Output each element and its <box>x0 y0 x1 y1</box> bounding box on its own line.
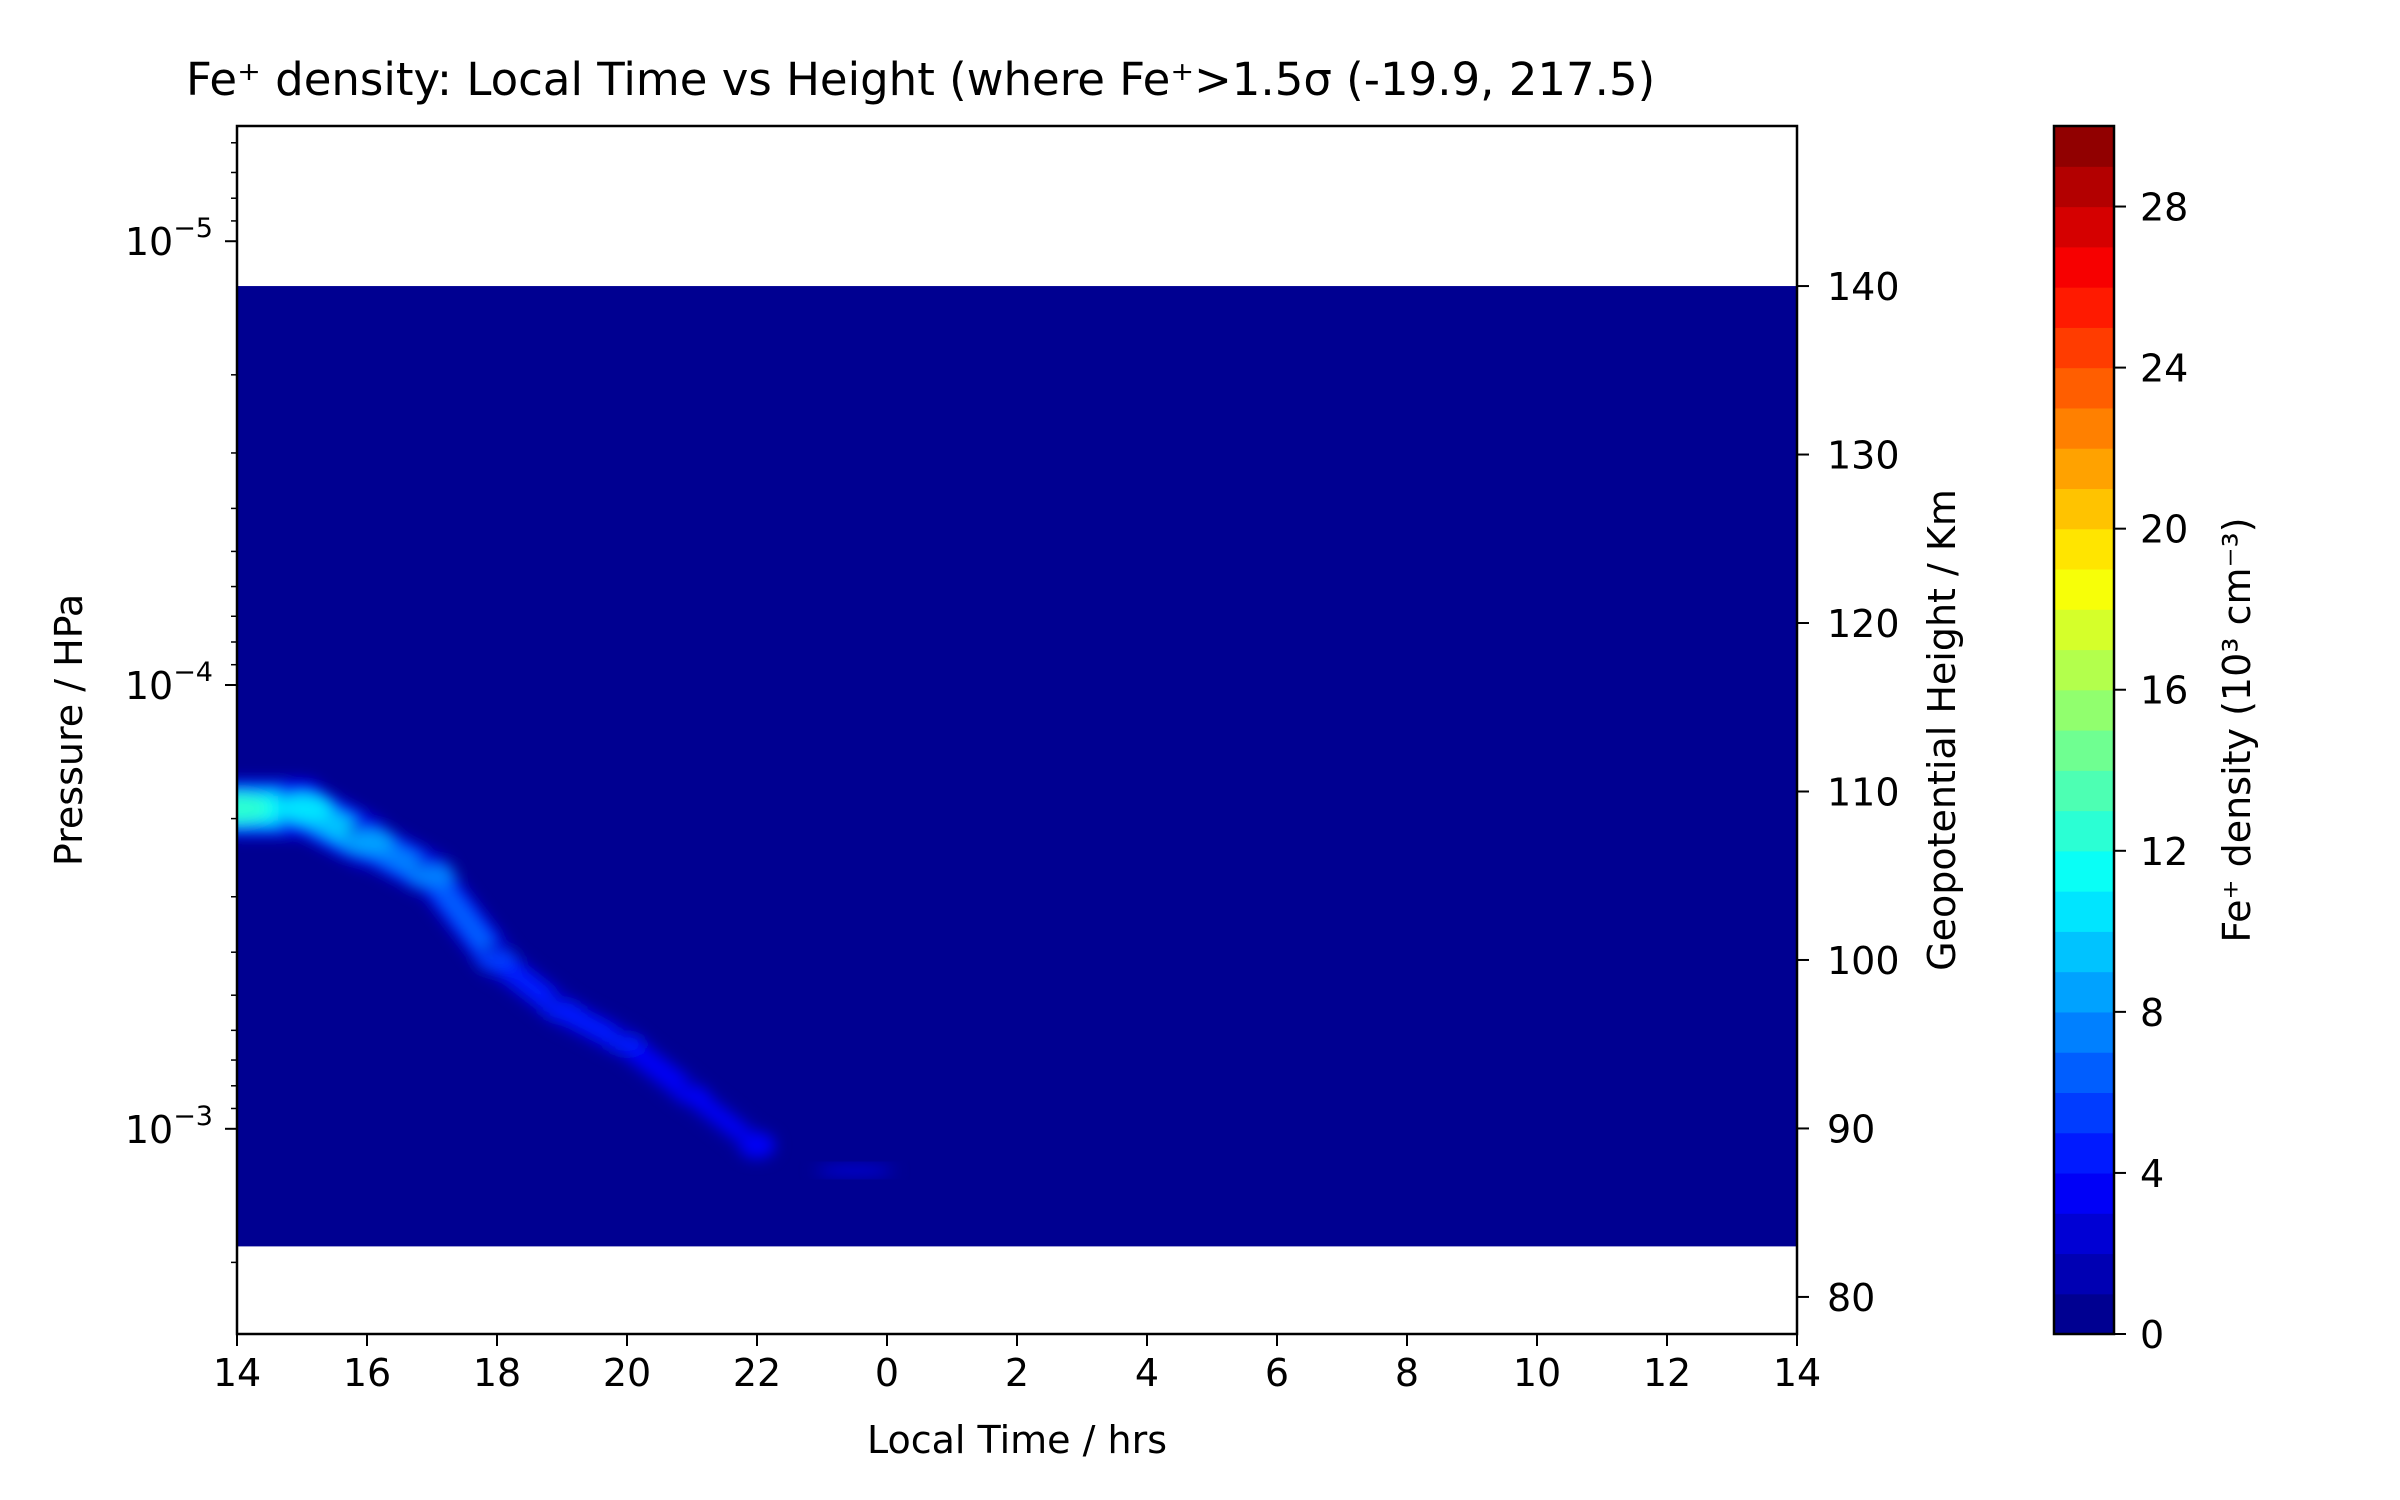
y-right-tick-label: 120 <box>1827 602 1900 646</box>
colorbar-tick-label: 0 <box>2140 1313 2164 1357</box>
x-tick-label: 0 <box>875 1351 899 1395</box>
x-tick-label: 6 <box>1265 1351 1289 1395</box>
colorbar-level <box>2054 850 2114 892</box>
layer-core <box>477 951 517 969</box>
y-right-axis-ticks: 80 90 100 110 120 130 140 <box>1797 265 1900 1320</box>
density-field <box>237 286 1797 1247</box>
colorbar-level <box>2054 568 2114 610</box>
colorbar-level <box>2054 488 2114 530</box>
y-right-axis-label: Geopotential Height / Km <box>1920 489 1964 971</box>
colorbar-level <box>2054 1052 2114 1093</box>
layer-core <box>341 830 393 854</box>
x-tick-label: 20 <box>603 1351 651 1395</box>
x-tick-label: 22 <box>733 1351 781 1395</box>
colorbar-level <box>2054 1293 2114 1335</box>
y-left-tick-label: 10−3 <box>125 1101 213 1152</box>
tick-base: 10 <box>125 1108 173 1152</box>
colorbar-tick-label: 8 <box>2140 991 2164 1035</box>
x-tick-label: 16 <box>343 1351 391 1395</box>
x-tick-label: 14 <box>213 1351 261 1395</box>
colorbar-level <box>2054 689 2114 731</box>
layer-core <box>408 865 456 886</box>
y-left-axis-label: Pressure / HPa <box>47 594 91 866</box>
feature-main-Fe+-layer <box>237 779 777 1160</box>
colorbar-level <box>2054 649 2114 691</box>
tick-exponent: −5 <box>173 213 213 244</box>
layer-core <box>237 793 269 824</box>
colorbar-level <box>2054 166 2114 208</box>
x-tick-label: 12 <box>1643 1351 1691 1395</box>
layer-core <box>740 1138 774 1152</box>
y-right-tick-label: 80 <box>1827 1276 1875 1320</box>
colorbar-level <box>2054 1213 2114 1255</box>
colorbar-level <box>2054 206 2114 248</box>
y-left-tick-label: 10−5 <box>125 213 213 264</box>
chart-title: Fe⁺ density: Local Time vs Height (where… <box>186 53 1655 106</box>
colorbar-level <box>2054 528 2114 570</box>
colorbar-label: Fe⁺ density (10³ cm⁻³) <box>2215 517 2259 942</box>
colorbar-level <box>2054 971 2114 1013</box>
x-tick-label: 8 <box>1395 1351 1419 1395</box>
colorbar-level <box>2054 1253 2114 1295</box>
layer-core <box>273 795 331 822</box>
colorbar-level <box>2054 730 2114 771</box>
colorbar-level <box>2054 1172 2114 1214</box>
colorbar-tick-label: 4 <box>2140 1152 2164 1196</box>
x-axis-label: Local Time / hrs <box>867 1418 1167 1462</box>
y-left-axis-ticks: 10−510−410−3 <box>125 142 237 1264</box>
y-right-tick-label: 140 <box>1827 265 1900 309</box>
colorbar-level <box>2054 1011 2114 1053</box>
colorbar-level <box>2054 407 2114 449</box>
y-left-tick-label: 10−4 <box>125 657 213 708</box>
colorbar-tick-label: 16 <box>2140 669 2188 713</box>
x-tick-label: 2 <box>1005 1351 1029 1395</box>
x-tick-label: 14 <box>1773 1351 1821 1395</box>
y-right-tick-label: 110 <box>1827 770 1900 814</box>
colorbar-level <box>2054 931 2114 973</box>
y-right-tick-label: 130 <box>1827 434 1900 478</box>
x-tick-label: 10 <box>1513 1351 1561 1395</box>
colorbar-level <box>2054 810 2114 852</box>
colorbar-level <box>2054 287 2114 328</box>
colorbar-tick-label: 20 <box>2140 508 2188 552</box>
colorbar-level <box>2054 1132 2114 1174</box>
colorbar-level <box>2054 770 2114 812</box>
layer-core <box>608 1036 646 1052</box>
tick-base: 10 <box>125 664 173 708</box>
colorbar-ticks: 0 4 8 12 16 20 24 28 <box>2114 186 2188 1357</box>
colorbar-tick-label: 28 <box>2140 186 2188 230</box>
tick-base: 10 <box>125 220 173 264</box>
tick-exponent: −4 <box>173 657 213 688</box>
colorbar-level <box>2054 609 2114 651</box>
y-right-tick-label: 100 <box>1827 939 1900 983</box>
colorbar <box>2054 126 2114 1335</box>
colorbar-tick-label: 24 <box>2140 347 2188 391</box>
layer-core <box>542 1002 582 1019</box>
colorbar-level <box>2054 367 2114 409</box>
colorbar-level <box>2054 246 2114 288</box>
colorbar-tick-label: 12 <box>2140 830 2188 874</box>
field-background <box>237 286 1797 1247</box>
colorbar-level <box>2054 448 2114 489</box>
layer-segment <box>423 867 506 969</box>
colorbar-level <box>2054 891 2114 932</box>
colorbar-level <box>2054 1092 2114 1134</box>
tick-exponent: −3 <box>173 1101 213 1132</box>
x-tick-label: 18 <box>473 1351 521 1395</box>
y-right-tick-label: 90 <box>1827 1107 1875 1151</box>
layer-core <box>828 1167 881 1174</box>
x-axis-ticks: 14 16 18 20 22 0 2 4 6 8 10 12 14 <box>213 1334 1821 1395</box>
colorbar-frame <box>2052 124 2116 1336</box>
feature-faint-patch <box>812 1164 897 1177</box>
x-tick-label: 4 <box>1135 1351 1159 1395</box>
layer-core <box>674 1087 710 1102</box>
colorbar-level <box>2054 126 2114 167</box>
colorbar-level <box>2054 327 2114 369</box>
